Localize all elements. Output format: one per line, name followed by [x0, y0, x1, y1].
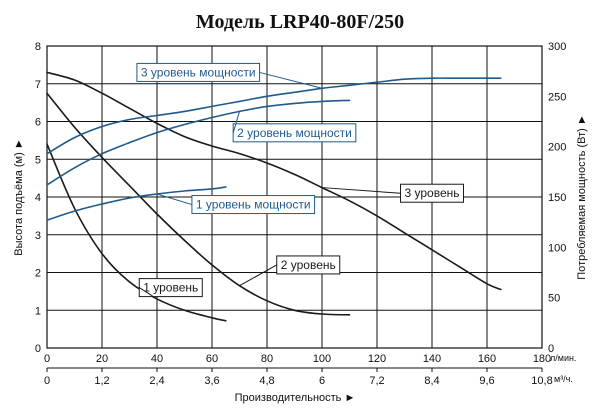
x-tick-secondary: 7,2	[369, 375, 384, 387]
x-unit-primary: л/мин.	[550, 353, 576, 363]
svg-text:1 уровень мощности: 1 уровень мощности	[196, 198, 311, 212]
x-tick-primary: 20	[96, 353, 108, 365]
y-tick-right: 100	[548, 242, 566, 254]
y-tick-right: 300	[548, 41, 566, 53]
y-tick-left: 4	[35, 192, 41, 204]
power-curve-3	[46, 77, 502, 155]
y-tick-right: 200	[548, 142, 566, 154]
x-tick-primary: 100	[313, 353, 331, 365]
x-tick-secondary: 4,8	[259, 375, 274, 387]
grid	[47, 46, 542, 348]
svg-text:1 уровень: 1 уровень	[143, 281, 198, 295]
svg-text:2 уровень: 2 уровень	[281, 258, 336, 272]
head-label-2: 2 уровень	[239, 255, 341, 287]
x-tick-primary: 160	[478, 353, 496, 365]
x-tick-primary: 120	[368, 353, 386, 365]
x-unit-secondary: м³/ч.	[554, 374, 573, 384]
x-tick-secondary: 9,6	[479, 375, 494, 387]
y-tick-left: 3	[35, 230, 41, 242]
y-tick-left: 1	[35, 305, 41, 317]
x-tick-secondary: 3,6	[204, 375, 219, 387]
power-label-1: 1 уровень мощности	[156, 193, 316, 215]
y-tick-left: 0	[35, 343, 41, 355]
x-tick-secondary: 10,8	[531, 375, 552, 387]
series-labels: 1 уровень 2 уровень 3 уровень 1 уровень мощ…	[136, 62, 465, 300]
x-tick-primary: 80	[261, 353, 273, 365]
power-label-3: 3 уровень мощности	[136, 62, 323, 89]
x-tick-primary: 140	[423, 353, 441, 365]
power-label-2: 2 уровень мощности	[232, 111, 357, 143]
power-curve-1	[46, 186, 227, 221]
svg-text:3 уровень: 3 уровень	[404, 186, 459, 200]
y-tick-right: 50	[548, 293, 560, 305]
svg-text:3 уровень мощности: 3 уровень мощности	[141, 65, 256, 79]
y-tick-left: 6	[35, 117, 41, 129]
series-layer	[46, 71, 502, 322]
head-label-1: 1 уровень	[138, 278, 203, 300]
y-tick-left: 5	[35, 154, 41, 166]
x-axis-label: Производительность ►	[235, 392, 356, 404]
x-tick-secondary: 8,4	[424, 375, 439, 387]
x-tick-primary: 60	[206, 353, 218, 365]
x-tick-secondary: 2,4	[149, 375, 164, 387]
y-tick-right: 0	[548, 343, 554, 355]
plot-frame	[46, 45, 543, 349]
y-tick-left: 8	[35, 41, 41, 53]
power-curve-2	[46, 99, 351, 186]
y-tick-left: 7	[35, 79, 41, 91]
x-tick-primary: 180	[533, 353, 551, 365]
x-tick-secondary: 1,2	[94, 375, 109, 387]
svg-text:2 уровень мощности: 2 уровень мощности	[237, 126, 352, 140]
y-tick-right: 150	[548, 192, 566, 204]
x-tick-secondary: 0	[44, 375, 50, 387]
y-axis-label-right: Потребляемая мощность (Вт) ►	[576, 114, 588, 279]
head-label-3: 3 уровень	[321, 183, 465, 203]
y-axis-label-left: Высота подъёма (м) ►	[13, 138, 25, 255]
chart-title: Модель LRP40-80F/250	[196, 11, 404, 33]
y-tick-left: 2	[35, 268, 41, 280]
x-tick-primary: 0	[44, 353, 50, 365]
x-tick-secondary: 6	[319, 375, 325, 387]
head-curve-3	[46, 71, 502, 291]
y-tick-right: 250	[548, 91, 566, 103]
x-tick-primary: 40	[151, 353, 163, 365]
